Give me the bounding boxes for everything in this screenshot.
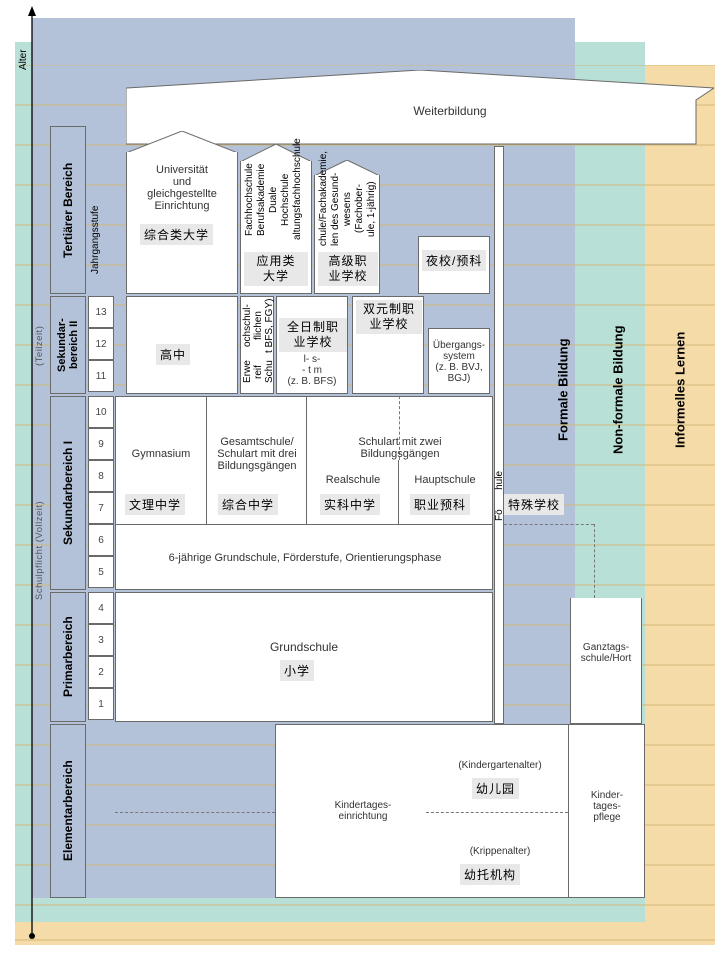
- primar-zh: 小学: [280, 660, 314, 681]
- sek1-gesamt-zh: 综合中学: [218, 494, 278, 515]
- ganztag-label: Ganztags- schule/Hort: [570, 642, 642, 664]
- grade-7: 7: [88, 492, 114, 524]
- weiterbildung-label: Weiterbildung: [360, 104, 540, 118]
- grade-1: 1: [88, 688, 114, 720]
- grade-9: 9: [88, 428, 114, 460]
- sek1-gesamt-label: Gesamtschule/ Schulart mit drei Bildungs…: [207, 436, 307, 472]
- sec-primar: Primarbereich: [50, 592, 86, 722]
- sek2-bfs-label: ochschul- flichen t BFS, FGY): [242, 298, 270, 354]
- sec-tertiary: Tertiärer Bereich: [50, 126, 86, 294]
- teilzeit-note: (Teilzeit): [34, 316, 45, 366]
- sek1-schulart2-label: Schulart mit zwei Bildungsgängen: [312, 436, 488, 460]
- elementar-dash-mid: [426, 812, 568, 813]
- band-informal: Informelles Lernen: [665, 280, 695, 500]
- primar-label: Grundschule: [115, 640, 493, 654]
- sek1-gym-zh: 文理中学: [125, 494, 185, 515]
- kita-label: Kindertages- einrichtung: [308, 800, 418, 822]
- sek2-gym-zh: 高中: [156, 344, 190, 365]
- band-nonformal: Non-formale Bildung: [603, 280, 633, 500]
- university-label: Universität und gleichgestellte Einricht…: [128, 164, 236, 212]
- sek1-haupt-zh: 职业预科: [410, 494, 470, 515]
- sek1-haupt-label: Hauptschule: [402, 474, 488, 486]
- university-zh: 综合类大学: [140, 224, 213, 245]
- elementar-dash-left: [115, 812, 275, 813]
- grade-13: 13: [88, 296, 114, 328]
- kg-alt-label: (Kindergartenalter): [440, 760, 560, 771]
- grade-3: 3: [88, 624, 114, 656]
- grade-5: 5: [88, 556, 114, 588]
- sek2-vz-sub: l- s- - t m (z. B. BFS): [278, 354, 346, 387]
- age-axis-label: Alter: [18, 40, 29, 80]
- sek2-dual-zh: 双元制职 业学校: [356, 300, 422, 334]
- kg-zh: 幼儿园: [472, 778, 519, 799]
- sek1-divider: [115, 524, 493, 525]
- foerder-zh: 特殊学校: [504, 494, 564, 515]
- sek1-real-label: Realschule: [312, 474, 394, 486]
- sek2-ueber-label: Übergangs- system (z. B. BVJ, BGJ): [428, 340, 490, 384]
- grade-8: 8: [88, 460, 114, 492]
- hbs-zh: 高级职 业学校: [318, 252, 378, 286]
- grade-6: 6: [88, 524, 114, 556]
- grade-10: 10: [88, 396, 114, 428]
- kr-zh: 幼托机构: [460, 864, 520, 885]
- tert-connector: [494, 146, 504, 724]
- vollzeit-note: Schulpflicht (Vollzeit): [34, 440, 45, 600]
- foerder-dash-top: [504, 524, 594, 525]
- sec-sek1: Sekundarbereich I: [50, 396, 86, 590]
- fh-zh: 应用类 大学: [244, 252, 308, 286]
- abend-zh: 夜校/预科: [422, 250, 486, 271]
- primar-box: [115, 592, 493, 722]
- grade-2: 2: [88, 656, 114, 688]
- sek1-gym-label: Gymnasium: [118, 448, 204, 460]
- elementar-div: [568, 724, 569, 898]
- pflege-label: Kinder- tages- pflege: [576, 790, 638, 823]
- fh-label: Fachhochschule Berufsakademie Duale Hoch…: [244, 160, 306, 240]
- jahrgang-label: Jahrgangsstufe: [90, 190, 101, 290]
- sek2-vz-zh: 全日制职 业学校: [279, 318, 347, 352]
- band-formal: Formale Bildung: [548, 280, 578, 500]
- sec-elementar: Elementarbereich: [50, 724, 86, 898]
- hbs-label: chule/Fachakademie, len des Gesund- wese…: [318, 172, 374, 246]
- grade-12: 12: [88, 328, 114, 360]
- grade-11: 11: [88, 360, 114, 392]
- sek1-real-zh: 实科中学: [320, 494, 380, 515]
- sek2-erwerb-label: Erwe reif Schu: [242, 352, 270, 392]
- kr-alt-label: (Krippenalter): [450, 846, 550, 857]
- sec-sek2: Sekundar- bereich II: [50, 296, 86, 394]
- university-roof: [126, 131, 238, 153]
- sek1-6y-label: 6-jährige Grundschule, Förderstufe, Orie…: [120, 552, 490, 564]
- grade-4: 4: [88, 592, 114, 624]
- foerder-dash-r: [594, 524, 595, 598]
